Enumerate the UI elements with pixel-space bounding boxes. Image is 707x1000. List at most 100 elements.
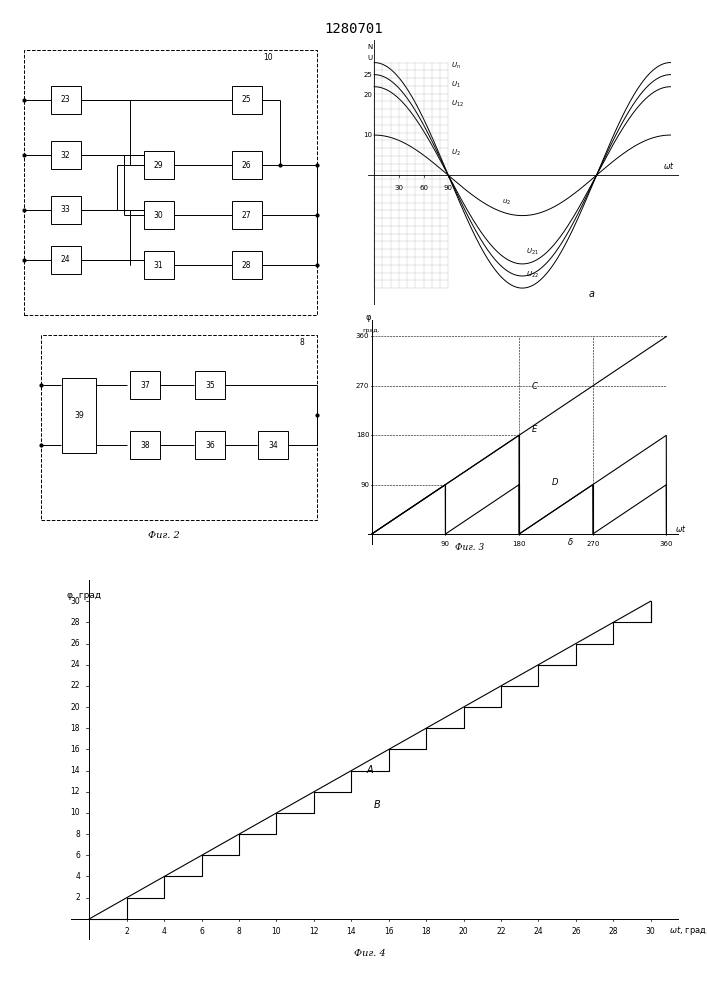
Text: 16: 16 [384,927,394,936]
Text: 8: 8 [76,830,80,839]
Text: 24: 24 [534,927,543,936]
Text: град.: град. [362,328,380,333]
Text: 32: 32 [61,150,71,159]
Text: 23: 23 [61,96,71,104]
Text: 30: 30 [70,597,80,606]
Text: 270: 270 [586,541,600,547]
Text: 16: 16 [71,745,80,754]
Text: $U_{12}$: $U_{12}$ [451,99,464,109]
Text: 28: 28 [71,618,80,627]
Bar [232,151,262,179]
Text: 270: 270 [356,383,369,389]
Bar [232,251,262,279]
Text: B: B [374,800,380,810]
Text: φ: φ [366,313,370,322]
Text: 8: 8 [300,338,305,347]
Text: 39: 39 [74,410,84,420]
Bar [41,335,317,520]
Bar [24,50,317,315]
Bar [144,201,174,229]
Text: 2: 2 [76,893,80,902]
Text: C: C [532,382,537,391]
Text: 27: 27 [242,211,252,220]
Text: 18: 18 [71,724,80,733]
Text: 22: 22 [71,681,80,690]
Text: 12: 12 [309,927,319,936]
Text: 30: 30 [395,185,404,191]
Text: 29: 29 [154,160,163,169]
Bar [144,151,174,179]
Bar [51,141,81,169]
Text: $U_{22}$: $U_{22}$ [527,270,539,280]
Text: 30: 30 [154,211,163,220]
Text: 30: 30 [645,927,655,936]
Bar [62,377,95,452]
Text: $\omega t$: $\omega t$ [674,523,686,534]
Text: 31: 31 [154,260,163,269]
Text: E: E [532,426,537,434]
Text: 90: 90 [361,482,369,488]
Text: $\omega t$: $\omega t$ [663,160,674,171]
Text: 14: 14 [346,927,356,936]
Bar [51,86,81,114]
Text: 28: 28 [242,260,252,269]
Text: 8: 8 [237,927,242,936]
Text: 10: 10 [363,132,373,138]
Text: 35: 35 [205,380,215,389]
Text: 20: 20 [363,92,373,98]
Text: 34: 34 [269,440,278,450]
Text: 25: 25 [242,96,252,104]
Text: N: N [368,44,373,50]
Text: Фиг. 3: Фиг. 3 [455,543,484,552]
Bar [258,431,288,459]
Text: 6: 6 [199,927,204,936]
Text: 90: 90 [441,541,450,547]
Text: 4: 4 [162,927,167,936]
Text: 12: 12 [71,787,80,796]
Text: Фиг. 4: Фиг. 4 [354,949,386,958]
Text: 24: 24 [61,255,71,264]
Bar [232,86,262,114]
Text: 24: 24 [71,660,80,669]
Text: 26: 26 [242,160,252,169]
Bar [195,371,225,399]
Bar [195,431,225,459]
Text: $U_n$: $U_n$ [451,61,461,71]
Text: 26: 26 [571,927,580,936]
Text: δ: δ [568,538,573,547]
Text: 28: 28 [609,927,618,936]
Text: 10: 10 [271,927,281,936]
Text: φ  град: φ град [67,591,101,600]
Bar [144,251,174,279]
Text: 10: 10 [71,808,80,817]
Text: D: D [552,478,559,487]
Text: $U_1$: $U_1$ [451,80,460,90]
Text: 60: 60 [419,185,428,191]
Text: Фиг. 2: Фиг. 2 [148,531,180,540]
Text: 1280701: 1280701 [325,22,382,36]
Text: 90: 90 [444,185,452,191]
Bar [51,196,81,224]
Text: A: A [366,765,373,775]
Bar [131,431,160,459]
Text: a: a [588,289,594,299]
Text: $\omega t$, град.: $\omega t$, град. [670,924,707,937]
Text: 360: 360 [356,333,369,339]
Text: 18: 18 [421,927,431,936]
Text: 14: 14 [71,766,80,775]
Text: 2: 2 [124,927,129,936]
Text: 38: 38 [141,440,150,450]
Text: 180: 180 [513,541,526,547]
Text: 6: 6 [75,851,80,860]
Text: 360: 360 [660,541,673,547]
Text: 36: 36 [205,440,215,450]
Bar [131,371,160,399]
Text: U: U [368,55,373,61]
Text: 180: 180 [356,432,369,438]
Bar [232,201,262,229]
Text: 10: 10 [264,53,273,62]
Text: 26: 26 [71,639,80,648]
Bar [51,246,81,274]
Text: 33: 33 [61,206,71,215]
Text: 37: 37 [141,380,151,389]
